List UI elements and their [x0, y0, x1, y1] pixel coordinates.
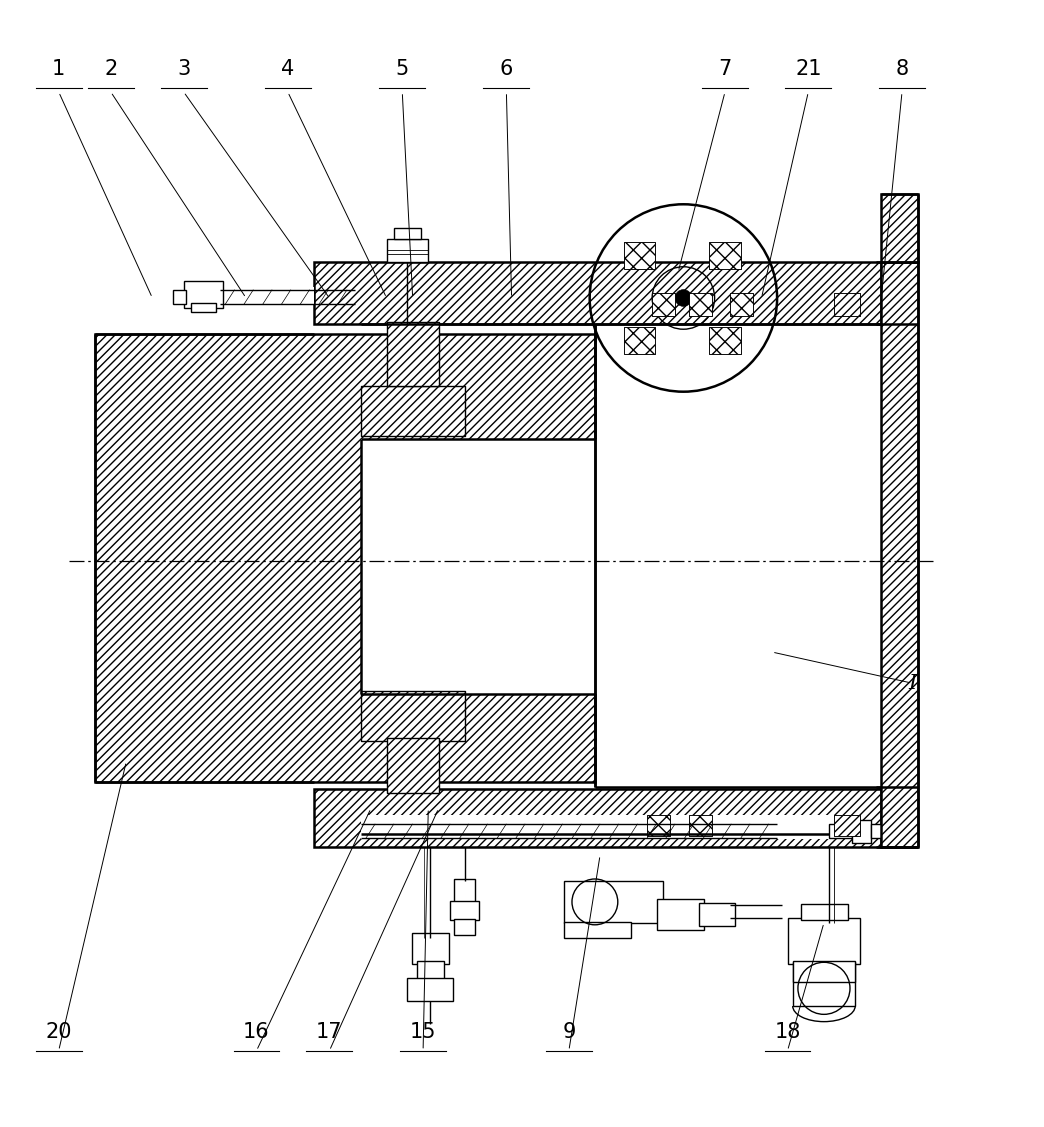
Bar — [829, 824, 852, 838]
Bar — [792, 961, 855, 982]
Bar — [689, 816, 712, 836]
Bar — [710, 327, 740, 354]
Bar — [314, 789, 881, 846]
Bar — [386, 322, 438, 387]
Text: 7: 7 — [718, 60, 732, 79]
Text: 6: 6 — [500, 60, 513, 79]
Text: 1: 1 — [52, 60, 66, 79]
Text: 20: 20 — [45, 1022, 72, 1042]
Bar — [881, 194, 918, 261]
Bar — [652, 293, 675, 316]
Bar — [624, 242, 656, 269]
Bar — [394, 229, 421, 239]
Text: 21: 21 — [796, 60, 822, 79]
Bar — [95, 335, 595, 782]
Bar — [834, 816, 860, 836]
Bar — [411, 933, 449, 965]
Bar — [647, 816, 670, 836]
Bar — [730, 293, 753, 316]
Bar — [834, 816, 860, 836]
Bar — [834, 293, 860, 316]
Bar — [564, 922, 632, 939]
Bar — [710, 242, 740, 269]
Bar — [184, 282, 223, 309]
Bar — [360, 438, 600, 693]
Bar — [314, 789, 881, 846]
Text: 18: 18 — [775, 1022, 801, 1042]
Bar — [314, 261, 881, 325]
Bar — [386, 738, 438, 792]
Bar — [871, 824, 886, 838]
Bar — [454, 919, 475, 935]
Bar — [689, 293, 712, 316]
Bar — [710, 242, 740, 269]
Bar — [730, 293, 753, 316]
Bar — [647, 816, 670, 836]
Bar — [881, 261, 918, 846]
Text: 2: 2 — [104, 60, 117, 79]
Bar — [220, 286, 314, 305]
Text: 9: 9 — [562, 1022, 575, 1042]
Bar — [450, 900, 479, 920]
Bar — [360, 387, 465, 436]
Bar — [386, 322, 438, 387]
Bar — [881, 261, 918, 846]
Text: 17: 17 — [316, 1022, 342, 1042]
Text: 3: 3 — [177, 60, 190, 79]
Bar — [173, 290, 186, 304]
Bar — [834, 293, 860, 316]
Bar — [710, 327, 740, 354]
Bar — [360, 816, 834, 840]
Bar — [417, 961, 444, 980]
Bar — [689, 816, 712, 836]
Bar — [360, 691, 465, 740]
Bar — [564, 881, 663, 923]
Bar — [314, 261, 881, 325]
Bar — [852, 819, 871, 843]
Bar — [689, 293, 712, 316]
Bar — [360, 691, 465, 740]
Bar — [624, 327, 656, 354]
Text: 16: 16 — [243, 1022, 269, 1042]
Text: 4: 4 — [281, 60, 294, 79]
Bar — [386, 738, 438, 792]
Text: 8: 8 — [896, 60, 908, 79]
Bar — [801, 904, 848, 920]
Bar — [658, 898, 705, 930]
Bar — [407, 978, 453, 1001]
Bar — [386, 239, 428, 261]
Bar — [191, 303, 216, 311]
Bar — [792, 962, 855, 1006]
Text: 5: 5 — [396, 60, 409, 79]
Bar — [787, 917, 860, 965]
Bar — [624, 327, 656, 354]
Bar — [454, 879, 475, 902]
Bar — [360, 387, 465, 436]
Bar — [699, 903, 735, 926]
Bar — [652, 293, 675, 316]
Text: I: I — [908, 674, 917, 693]
Bar — [881, 194, 918, 261]
Bar — [95, 335, 595, 782]
Circle shape — [675, 290, 692, 307]
Text: 15: 15 — [410, 1022, 436, 1042]
Bar — [624, 242, 656, 269]
